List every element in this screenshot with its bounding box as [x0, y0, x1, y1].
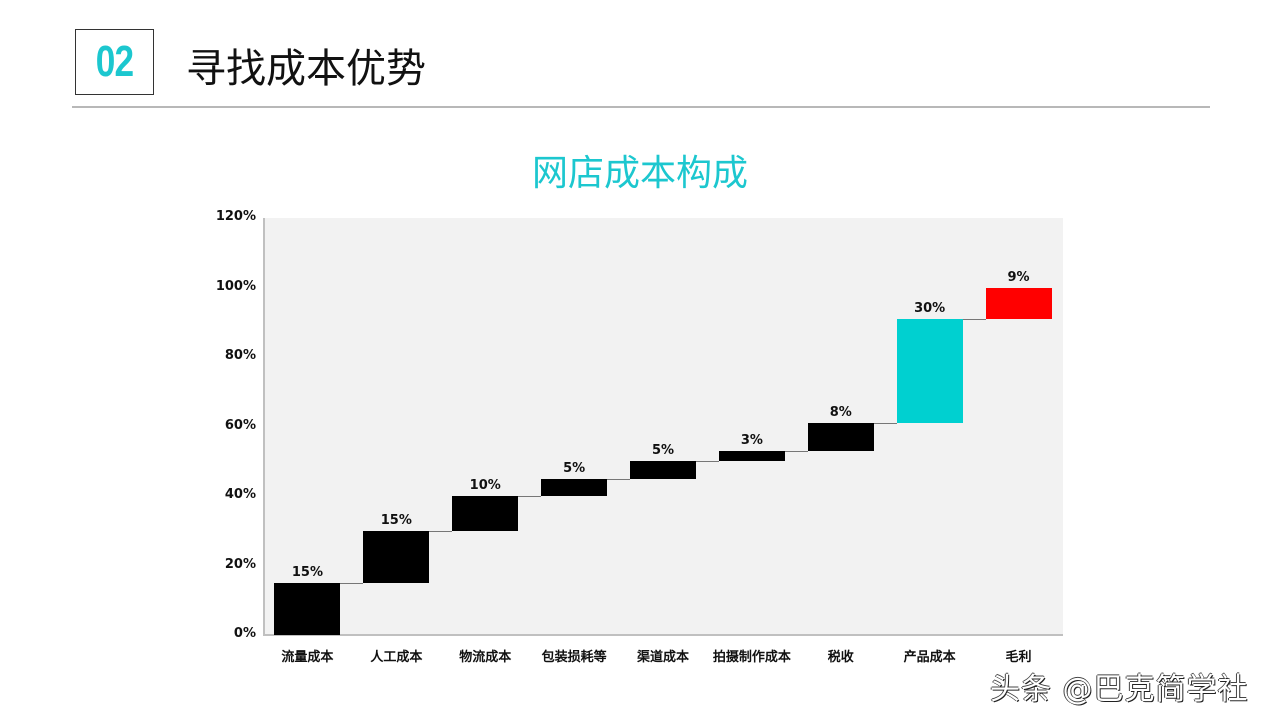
x-category-label: 包装损耗等	[541, 650, 607, 665]
bar-value-label: 5%	[563, 460, 586, 476]
x-axis	[263, 634, 1063, 636]
bar-9	[985, 287, 1052, 319]
x-category-label: 渠道成本	[636, 650, 689, 665]
connector-line	[607, 478, 630, 480]
header-divider	[72, 106, 1210, 108]
section-number: 02	[95, 37, 134, 86]
y-tick-label: 120%	[215, 209, 256, 224]
bar-value-label: 15%	[291, 564, 323, 580]
connector-line	[340, 582, 364, 584]
bar-2	[363, 530, 430, 583]
bar-3	[452, 496, 519, 531]
x-category-label: 拍摄制作成本	[712, 650, 791, 665]
x-category-label: 产品成本	[903, 650, 956, 665]
connector-line	[429, 530, 453, 532]
y-tick-label: 20%	[224, 556, 256, 572]
connector-line	[784, 450, 808, 452]
watermark: 头条 @巴克简学社	[990, 672, 1249, 707]
connector-line	[518, 496, 542, 497]
x-category-label: 流量成本	[281, 650, 334, 665]
bar-4	[541, 478, 608, 496]
bar-value-label: 10%	[469, 478, 501, 493]
connector-line	[873, 423, 897, 425]
x-category-label: 物流成本	[459, 650, 512, 665]
bar-1	[274, 582, 341, 635]
y-tick-label: 100%	[215, 278, 256, 294]
bar-5	[630, 461, 696, 479]
bar-value-label: 3%	[740, 432, 763, 448]
bar-6	[718, 450, 785, 462]
bar-value-label: 5%	[651, 443, 675, 459]
y-tick-label: 60%	[224, 417, 256, 433]
bar-value-label: 9%	[1007, 269, 1030, 285]
bar-value-label: 30%	[914, 300, 946, 316]
bar-8	[896, 318, 963, 424]
bar-value-label: 8%	[829, 405, 852, 421]
connector-line	[696, 461, 719, 463]
slide-title: 寻找成本优势	[186, 46, 426, 92]
x-category-label: 税收	[827, 650, 854, 665]
x-category-label: 人工成本	[370, 650, 423, 665]
section-number-box: 02	[75, 29, 154, 95]
bar-value-label: 15%	[380, 512, 412, 528]
chart-title: 网店成本构成	[531, 153, 748, 194]
bar-7	[807, 423, 874, 451]
y-tick-label: 80%	[224, 348, 256, 363]
y-tick-label: 0%	[233, 626, 256, 641]
y-tick-label: 40%	[224, 487, 256, 502]
x-category-label: 毛利	[1005, 650, 1032, 665]
y-axis	[263, 218, 265, 636]
connector-line	[962, 318, 986, 320]
